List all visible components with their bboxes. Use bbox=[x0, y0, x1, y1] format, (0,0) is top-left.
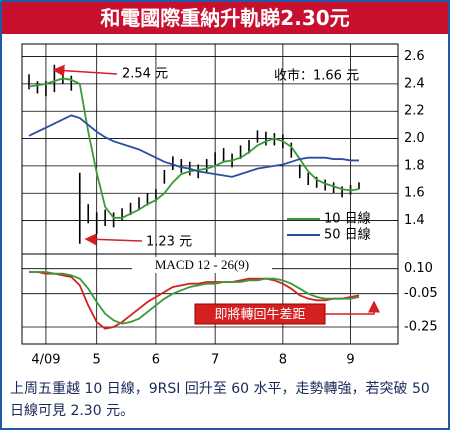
annotation: 2.54 元 bbox=[122, 67, 168, 82]
annotation: 1.23 元 bbox=[146, 235, 192, 250]
y-tick-label: 1.4 bbox=[404, 213, 425, 228]
annotation: 收市：1.66 元 bbox=[274, 68, 359, 84]
x-tick-label: 9 bbox=[346, 353, 354, 368]
macd-title: MACD 12 - 26(9) bbox=[155, 257, 249, 272]
x-tick-label: 5 bbox=[93, 353, 101, 368]
x-tick-label: 6 bbox=[152, 353, 160, 368]
series-line bbox=[29, 271, 360, 330]
y-tick-label: 2.6 bbox=[404, 49, 425, 64]
y-tick-label: 2.4 bbox=[404, 76, 425, 91]
title: 和電國際重納升軌睇2.30元 bbox=[2, 2, 448, 34]
macd-title-bg bbox=[132, 257, 272, 273]
y-tick-label: 1.6 bbox=[404, 186, 425, 201]
series-line bbox=[29, 271, 360, 325]
legend-label: 10 日線 bbox=[324, 211, 371, 227]
y-tick-label: -0.25 bbox=[404, 320, 438, 335]
x-tick-label: 7 bbox=[211, 353, 219, 368]
x-tick-label: 4/09 bbox=[31, 353, 60, 368]
arrow bbox=[84, 233, 143, 246]
caption: 上周五重越 10 日線，9RSI 回升至 60 水平，走勢轉強，若突破 50 日… bbox=[10, 381, 430, 419]
legend-label: 50 日線 bbox=[324, 227, 371, 243]
y-tick-label: 2.0 bbox=[404, 131, 425, 146]
y-tick-label: 0.10 bbox=[404, 261, 433, 276]
arrow bbox=[325, 300, 380, 315]
series-line bbox=[28, 114, 359, 178]
y-tick-label: -0.05 bbox=[404, 286, 438, 301]
y-tick-label: 2.2 bbox=[404, 104, 425, 119]
note: 即將轉回牛差距 bbox=[214, 308, 305, 323]
y-tick-label: 1.8 bbox=[404, 158, 425, 173]
x-tick-label: 8 bbox=[279, 353, 287, 368]
arrow bbox=[52, 64, 118, 77]
